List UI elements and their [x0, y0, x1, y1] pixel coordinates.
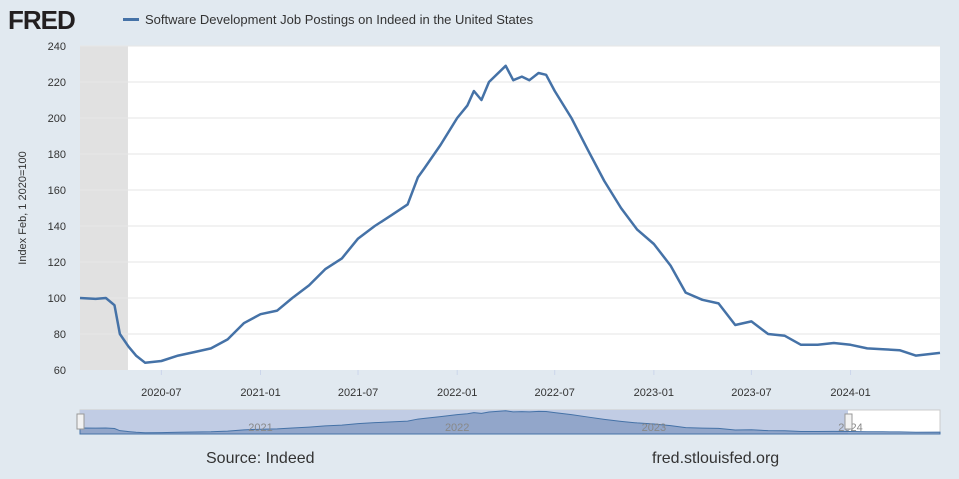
navigator-series [79, 410, 941, 435]
y-tick-label: 240 [48, 41, 66, 53]
navigator-handle[interactable] [844, 413, 853, 430]
x-tick-label: 2020-07 [141, 387, 181, 399]
x-tick-label: 2023-07 [731, 387, 771, 399]
navigator-label: 2022 [445, 422, 469, 434]
plot-area [80, 46, 940, 370]
navigator-label: 2023 [642, 422, 666, 434]
x-tick-label: 2024-01 [830, 387, 870, 399]
x-tick-label: 2021-07 [338, 387, 378, 399]
recession-shade [80, 46, 128, 370]
x-tick-label: 2022-07 [535, 387, 575, 399]
x-tick-label: 2021-01 [240, 387, 280, 399]
series-line [79, 64, 941, 365]
site-link[interactable]: fred.stlouisfed.org [652, 450, 780, 467]
legend-item[interactable]: Software Development Job Postings on Ind… [123, 12, 533, 27]
source-text: Source: Indeed [206, 450, 315, 467]
y-tick-label: 60 [54, 365, 66, 377]
y-tick-label: 180 [48, 149, 66, 161]
navigator-handle[interactable] [76, 413, 85, 430]
legend-swatch [123, 18, 139, 21]
y-tick-label: 80 [54, 329, 66, 341]
navigator-label: 2021 [248, 422, 272, 434]
series-title: Software Development Job Postings on Ind… [145, 12, 534, 27]
y-tick-label: 100 [48, 293, 66, 305]
y-tick-label: 120 [48, 257, 66, 269]
x-tick-label: 2023-01 [634, 387, 674, 399]
y-axis-label: Index Feb, 1 2020=100 [17, 151, 29, 264]
fred-logo[interactable]: FRED [8, 5, 76, 35]
y-tick-label: 200 [48, 113, 66, 125]
y-tick-label: 140 [48, 221, 66, 233]
x-tick-label: 2022-01 [437, 387, 477, 399]
y-tick-label: 220 [48, 77, 66, 89]
y-tick-label: 160 [48, 185, 66, 197]
